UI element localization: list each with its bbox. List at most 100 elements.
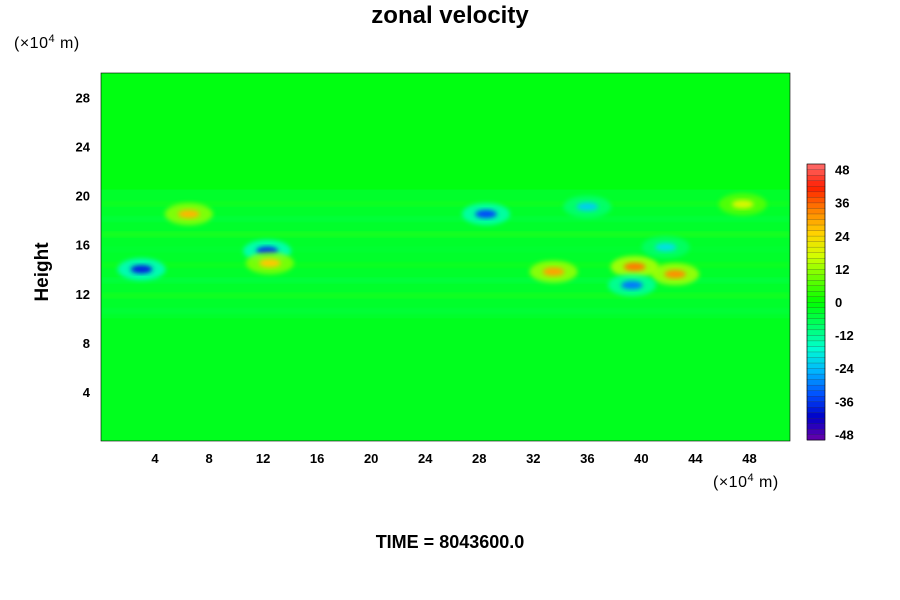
colorbar-segment [806, 307, 826, 314]
colorbar-segment [806, 290, 826, 297]
field-feature [178, 209, 200, 219]
colorbar-segment [806, 202, 826, 209]
colorbar-segment [806, 257, 826, 264]
colorbar-tick-label: 48 [835, 163, 849, 178]
colorbar-segment [806, 428, 826, 435]
colorbar-segment [806, 351, 826, 358]
time-label: TIME = 8043600.0 [375, 532, 525, 552]
x-tick-label: 40 [634, 451, 648, 466]
y-tick-labels: 4 8 12 16 20 24 28 [76, 91, 91, 400]
field-feature [623, 262, 646, 272]
colorbar-segment [806, 274, 826, 281]
x-tick-label: 8 [205, 451, 212, 466]
colorbar-segment [806, 285, 826, 292]
colorbar-tick-label: -24 [835, 361, 855, 376]
colorbar-segment [806, 163, 826, 170]
y-tick-label: 16 [76, 238, 90, 253]
colorbar-segment [806, 279, 826, 286]
x-tick-label: 36 [580, 451, 594, 466]
field-feature [731, 200, 754, 209]
colorbar-segment [806, 412, 826, 419]
colorbar-segment [806, 180, 826, 187]
colorbar-segment [806, 417, 826, 424]
y-axis-unit: (×104 m) [14, 33, 80, 52]
x-tick-label: 4 [151, 451, 159, 466]
field-streak [101, 278, 790, 283]
colorbar-segment [806, 208, 826, 215]
colorbar-segment [806, 329, 826, 336]
colorbar: 48 36 24 12 0 -12 -24 -36 -48 [806, 163, 855, 442]
y-tick-label: 8 [83, 336, 90, 351]
colorbar-segment [806, 384, 826, 391]
plot-frame [100, 72, 791, 442]
colorbar-segment [806, 241, 826, 248]
colorbar-segment [806, 406, 826, 413]
x-tick-label: 16 [310, 451, 324, 466]
field-feature [542, 267, 565, 276]
colorbar-tick-label: -48 [835, 427, 854, 442]
colorbar-segment [806, 334, 826, 342]
colorbar-segment [806, 379, 826, 386]
colorbar-segment [806, 395, 826, 402]
colorbar-segment [806, 423, 826, 430]
field-band-0 [101, 318, 790, 441]
colorbar-segment [806, 213, 826, 220]
y-tick-label: 4 [83, 385, 91, 400]
colorbar-segment [806, 268, 826, 275]
colorbar-tick-label: -36 [835, 394, 854, 409]
field-feature [475, 209, 497, 219]
field-streak [101, 293, 790, 298]
colorbar-segment [806, 185, 826, 193]
x-tick-label: 32 [526, 451, 540, 466]
field-feature [130, 265, 153, 274]
field-feature [259, 258, 281, 268]
colorbar-segment [806, 191, 826, 198]
y-tick-label: 24 [76, 140, 91, 155]
y-tick-label: 28 [76, 91, 90, 106]
colorbar-segment [806, 230, 826, 237]
colorbar-segment [806, 263, 826, 270]
field-streak [101, 247, 790, 252]
field-streak [101, 308, 790, 313]
colorbar-segment [806, 169, 826, 176]
colorbar-segment [806, 296, 826, 303]
colorbar-segment [806, 235, 826, 242]
colorbar-tick-label: -12 [835, 328, 854, 343]
colorbar-segment [806, 368, 826, 375]
x-tick-label: 20 [364, 451, 378, 466]
chart-title: zonal velocity [371, 2, 529, 29]
field-streak [101, 262, 790, 267]
field-streak [101, 232, 790, 237]
x-tick-labels: 4 8 12 16 20 24 28 32 36 40 44 48 [151, 451, 756, 466]
x-tick-label: 12 [256, 451, 270, 466]
x-tick-label: 48 [742, 451, 756, 466]
field-feature [654, 242, 677, 252]
colorbar-segment [806, 390, 826, 397]
colorbar-segment [806, 196, 826, 204]
colorbar-frame [806, 163, 826, 441]
field-feature [621, 281, 643, 290]
colorbar-segment [806, 219, 826, 226]
x-axis-unit: (×104 m) [713, 472, 779, 491]
colorbar-segment [806, 373, 826, 380]
y-tick-label: 20 [76, 189, 90, 204]
field-streak [101, 216, 790, 221]
colorbar-tick-label: 0 [835, 295, 842, 310]
colorbar-segment [806, 362, 826, 369]
x-tick-label: 44 [688, 451, 703, 466]
colorbar-segment [806, 357, 826, 364]
colorbar-segment [806, 246, 826, 253]
colorbar-segment [806, 252, 826, 259]
field-band-2 [101, 73, 790, 190]
colorbar-tick-label: 12 [835, 262, 849, 277]
field-streak [101, 201, 790, 206]
colorbar-segment [806, 301, 826, 308]
colorbar-segment [806, 434, 826, 441]
y-tick-label: 12 [76, 287, 90, 302]
colorbar-segment [806, 312, 826, 319]
field-feature [576, 202, 599, 211]
colorbar-segment [806, 346, 826, 353]
colorbar-segment [806, 401, 826, 408]
colorbar-segment [806, 224, 826, 231]
